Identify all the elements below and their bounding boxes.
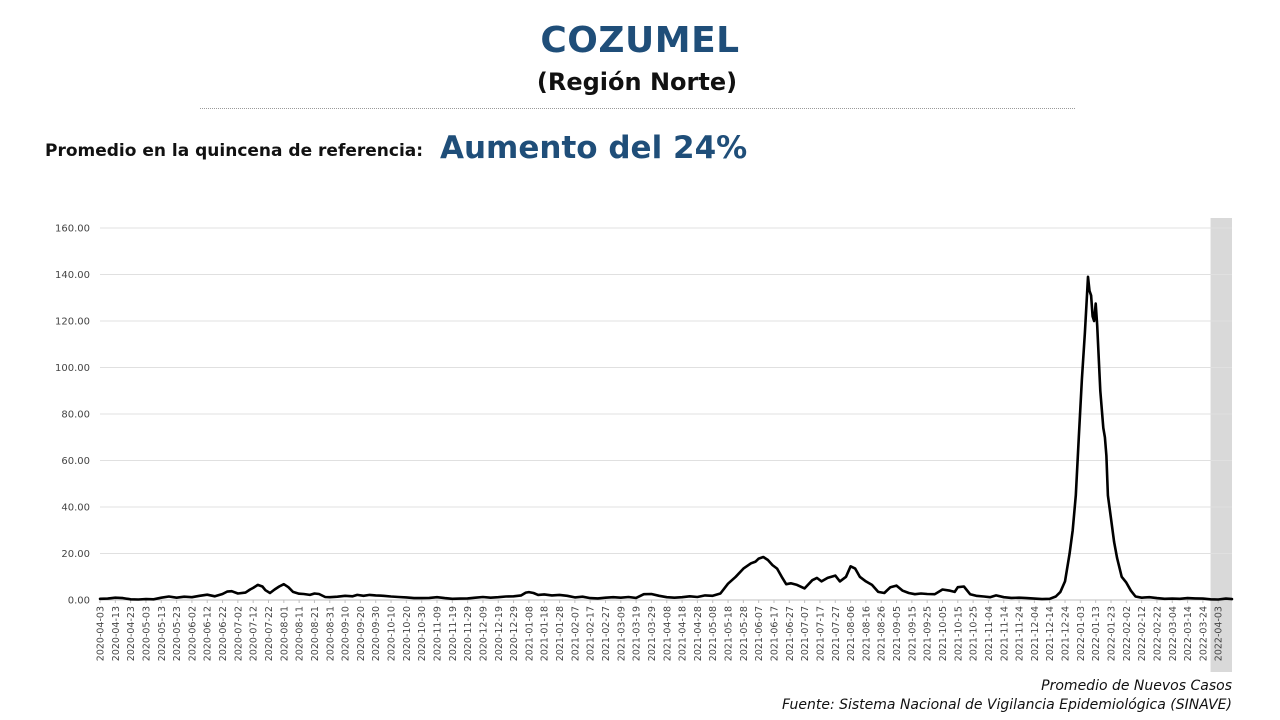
x-tick-label: 2021-11-14 [999,606,1010,661]
legend-caption: Promedio de Nuevos Casos [1041,678,1232,694]
x-tick-label: 2021-12-14 [1045,606,1056,661]
y-tick-label: 60.00 [61,456,90,467]
x-tick-label: 2020-10-10 [387,606,398,661]
x-tick-label: 2022-03-04 [1168,606,1179,661]
x-tick-label: 2020-08-31 [325,606,336,661]
x-tick-label: 2021-01-18 [540,606,551,661]
x-tick-label: 2021-08-16 [861,606,872,661]
x-tick-label: 2020-12-29 [509,606,520,661]
x-tick-label: 2022-01-13 [1091,606,1102,661]
x-tick-label: 2020-06-12 [203,606,214,661]
x-tick-label: 2022-02-02 [1122,606,1133,661]
title-divider [200,108,1075,109]
x-tick-label: 2021-06-27 [785,606,796,661]
x-tick-label: 2021-05-18 [724,606,735,661]
x-tick-label: 2020-04-23 [126,606,137,661]
y-tick-label: 80.00 [61,410,90,421]
x-tick-label: 2021-10-25 [969,606,980,661]
x-tick-label: 2021-07-17 [815,606,826,661]
shaded-period [1210,218,1232,672]
x-tick-label: 2020-06-22 [218,606,229,661]
x-tick-label: 2021-08-06 [846,606,857,661]
x-tick-label: 2021-12-04 [1030,606,1041,661]
x-tick-label: 2021-11-24 [1015,606,1026,661]
x-tick-label: 2021-07-27 [831,606,842,661]
y-axis-ticks: 0.00 20.00 40.00 60.00 80.00 100.00 120.00 140.… [55,224,90,607]
x-tick-label: 2021-09-15 [907,606,918,661]
x-tick-label: 2021-10-05 [938,606,949,661]
y-tick-label: 160.00 [55,224,90,235]
x-tick-label: 2021-09-25 [923,606,934,661]
x-tick-label: 2021-05-08 [708,606,719,661]
x-tick-label: 2022-02-22 [1152,606,1163,661]
x-tick-label: 2021-09-05 [892,606,903,661]
x-tick-label: 2020-09-20 [356,606,367,661]
x-tick-label: 2022-01-23 [1106,606,1117,661]
x-tick-label: 2021-02-27 [601,606,612,661]
x-tick-label: 2021-10-15 [953,606,964,661]
x-tick-label: 2020-11-19 [448,606,459,661]
x-tick-label: 2020-10-20 [402,606,413,661]
x-tick-label: 2020-08-11 [295,606,306,661]
x-tick-label: 2020-05-03 [141,606,152,661]
y-tick-label: 100.00 [55,363,90,374]
gridlines [100,227,1232,601]
x-tick-label: 2021-05-28 [739,606,750,661]
x-tick-label: 2020-10-30 [417,606,428,661]
series-line [98,275,1234,601]
x-tick-label: 2020-04-13 [111,606,122,661]
x-tick-label: 2022-01-03 [1076,606,1087,661]
x-tick-label: 2021-06-07 [754,606,765,661]
x-tick-label: 2021-03-29 [647,606,658,661]
x-tick-label: 2020-07-22 [264,606,275,661]
x-tick-label: 2022-04-03 [1214,606,1225,661]
x-tick-label: 2020-08-01 [279,606,290,661]
x-tick-label: 2021-03-09 [616,606,627,661]
x-tick-label: 2021-03-19 [632,606,643,661]
y-tick-label: 20.00 [61,549,90,560]
x-tick-label: 2021-04-08 [662,606,673,661]
x-tick-label: 2021-12-24 [1061,606,1072,661]
x-tick-label: 2021-02-17 [586,606,597,661]
x-tick-label: 2020-09-10 [341,606,352,661]
x-tick-label: 2020-09-30 [371,606,382,661]
x-tick-label: 2021-04-28 [693,606,704,661]
x-tick-label: 2022-03-14 [1183,606,1194,661]
page-subtitle: (Región Norte) [536,68,738,96]
reference-value: Aumento del 24% [440,130,748,166]
x-tick-label: 2020-05-23 [172,606,183,661]
x-tick-label: 2022-02-12 [1137,606,1148,661]
x-tick-label: 2021-11-04 [984,606,995,661]
y-tick-label: 120.00 [55,317,90,328]
x-tick-label: 2020-11-29 [463,606,474,661]
x-tick-label: 2021-01-08 [524,606,535,661]
source-caption: Fuente: Sistema Nacional de Vigilancia E… [782,697,1232,713]
x-tick-label: 2020-12-09 [478,606,489,661]
x-tick-label: 2021-08-26 [877,606,888,661]
x-tick-label: 2020-07-12 [249,606,260,661]
x-tick-label: 2021-06-17 [769,606,780,661]
x-tick-label: 2020-05-13 [157,606,168,661]
x-tick-label: 2020-07-02 [233,606,244,661]
series-layer [98,275,1234,601]
y-tick-label: 40.00 [61,503,90,514]
x-tick-label: 2021-07-07 [800,606,811,661]
x-tick-label: 2020-12-19 [494,606,505,661]
page-title: COZUMEL [540,20,740,61]
x-tick-label: 2020-08-21 [310,606,321,661]
x-tick-label: 2021-01-28 [555,606,566,661]
x-tick-label: 2021-04-18 [678,606,689,661]
x-tick-label: 2020-04-03 [96,606,107,661]
shaded-region-layer [1210,218,1232,672]
y-tick-label: 140.00 [55,270,90,281]
x-tick-label: 2022-03-24 [1198,606,1209,661]
x-tick-label: 2020-06-02 [187,606,198,661]
reference-label: Promedio en la quincena de referencia: [45,141,424,161]
x-tick-label: 2021-02-07 [570,606,581,661]
y-tick-label: 0.00 [68,596,90,607]
x-axis-ticks: 2020-04-03 2020-04-13 2020-04-23 2020-05-03… [96,600,1225,661]
x-tick-label: 2020-11-09 [432,606,443,661]
